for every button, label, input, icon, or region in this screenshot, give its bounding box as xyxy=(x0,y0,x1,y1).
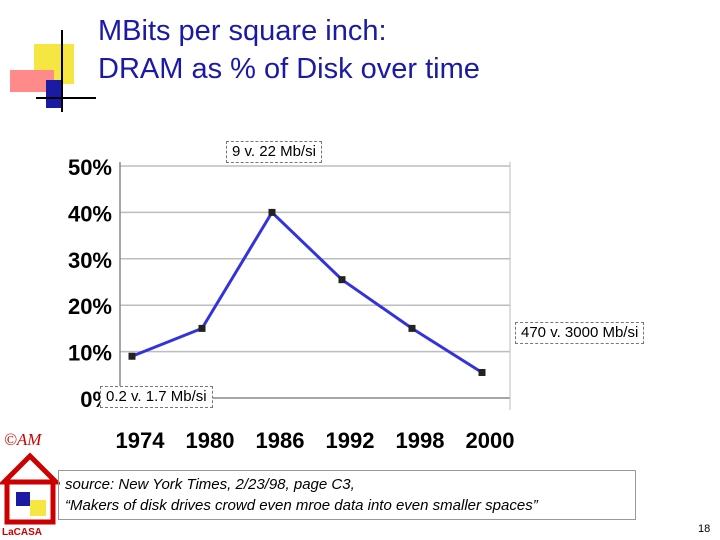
y-tick-label: 30% xyxy=(68,248,112,273)
y-tick-label: 10% xyxy=(68,341,112,366)
house-window-blue xyxy=(16,492,30,506)
source-line-1: source: New York Times, 2/23/98, page C3… xyxy=(65,476,355,493)
axes xyxy=(119,162,511,410)
house-logo xyxy=(0,452,60,525)
y-tick-label: 50% xyxy=(68,155,112,180)
annotation-peak: 9 v. 22 Mb/si xyxy=(226,141,322,163)
logo-text: LaCASA xyxy=(2,527,43,538)
x-tick-labels: 1974 1980 1986 1992 1998 2000 xyxy=(116,428,515,453)
x-tick-label: 1974 xyxy=(116,428,166,453)
copyright-text: ©AM xyxy=(4,430,42,449)
data-point xyxy=(478,368,486,376)
data-point xyxy=(408,324,416,332)
decor-blue-rect xyxy=(46,80,62,108)
series-line xyxy=(131,210,483,374)
y-tick-label: 40% xyxy=(68,201,112,226)
data-point xyxy=(128,352,136,360)
title-line-1: MBits per square inch: xyxy=(98,15,387,47)
annotation-last: 470 v. 3000 Mb/si xyxy=(515,322,645,344)
grid-lines xyxy=(120,165,510,353)
page-number: 18 xyxy=(698,523,711,535)
slide-title: MBits per square inch: DRAM as % of Disk… xyxy=(98,12,480,88)
house-window-yellow xyxy=(30,500,46,516)
series xyxy=(128,208,486,376)
house-roof xyxy=(0,452,60,485)
source-line-2: “Makers of disk drives crowd even mroe d… xyxy=(65,497,538,514)
house-wall xyxy=(4,479,56,525)
title-line-2: DRAM as % of Disk over time xyxy=(98,53,480,85)
decor-red-rect xyxy=(10,70,54,92)
x-tick-label: 2000 xyxy=(466,428,515,453)
x-tick-label: 1992 xyxy=(326,428,375,453)
annotation-first: 0.2 v. 1.7 Mb/si xyxy=(100,386,213,408)
x-tick-label: 1980 xyxy=(186,428,235,453)
corner-decoration xyxy=(10,30,96,112)
x-tick-label: 1986 xyxy=(256,428,305,453)
data-point xyxy=(198,324,206,332)
data-point xyxy=(268,208,276,216)
y-tick-label: 20% xyxy=(68,294,112,319)
data-point xyxy=(338,276,346,284)
y-tick-labels: 0%10%20%30%40%50% xyxy=(68,155,112,412)
x-tick-label: 1998 xyxy=(396,428,445,453)
source-box: source: New York Times, 2/23/98, page C3… xyxy=(58,470,636,520)
